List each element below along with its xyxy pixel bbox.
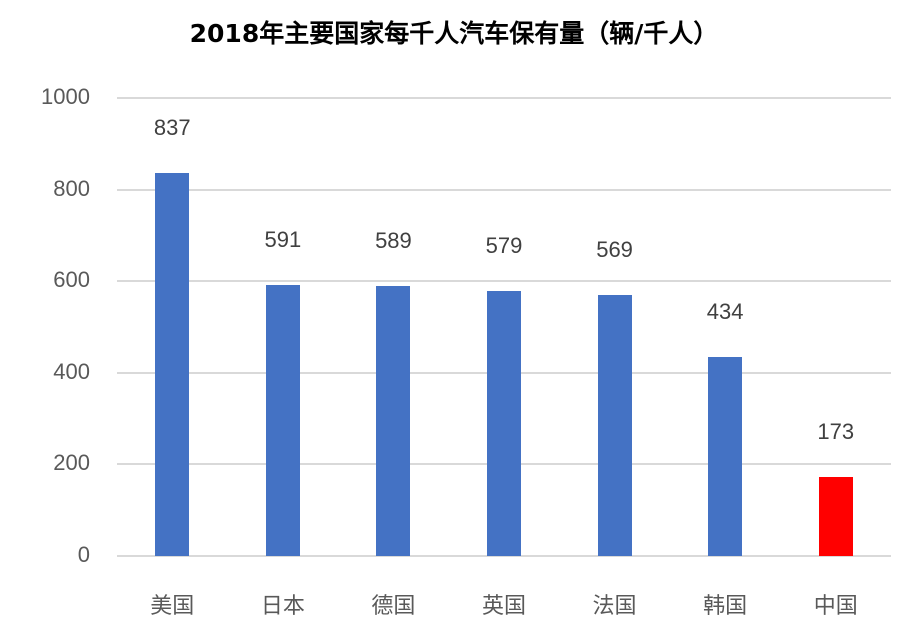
bar: [155, 172, 190, 556]
bar: [818, 476, 853, 556]
bar: [597, 295, 632, 556]
y-tick-label: 800: [53, 175, 90, 201]
x-tick-label: 日本: [260, 594, 305, 619]
y-tick-label: 400: [53, 358, 90, 384]
data-label: 579: [485, 232, 523, 258]
bar: [487, 290, 521, 556]
x-tick-label: 德国: [371, 594, 416, 619]
data-label: 591: [264, 227, 302, 253]
x-tick-label: 中国: [813, 594, 858, 619]
y-tick-label: 600: [53, 267, 90, 293]
bar: [376, 286, 411, 556]
gridline: [117, 97, 891, 99]
bar: [708, 357, 743, 556]
x-tick-label: 韩国: [703, 594, 748, 619]
x-tick-label: 法国: [592, 594, 637, 619]
gridline: [117, 188, 891, 191]
gridline: [117, 280, 891, 283]
bar: [265, 285, 300, 556]
data-label: 589: [375, 228, 412, 254]
data-label: 837: [153, 114, 191, 140]
x-tick-label: 英国: [481, 594, 526, 619]
x-tick-label: 美国: [150, 594, 195, 619]
y-tick-label: 1000: [41, 84, 90, 109]
data-label: 173: [817, 418, 855, 444]
chart-title: 2018年主要国家每千人汽车保有量（辆/千人）: [189, 19, 719, 48]
gridline: [117, 555, 891, 557]
data-label: 569: [596, 237, 633, 263]
y-tick-label: 0: [77, 542, 90, 567]
data-label: 434: [706, 299, 744, 325]
y-tick-label: 200: [53, 450, 90, 476]
